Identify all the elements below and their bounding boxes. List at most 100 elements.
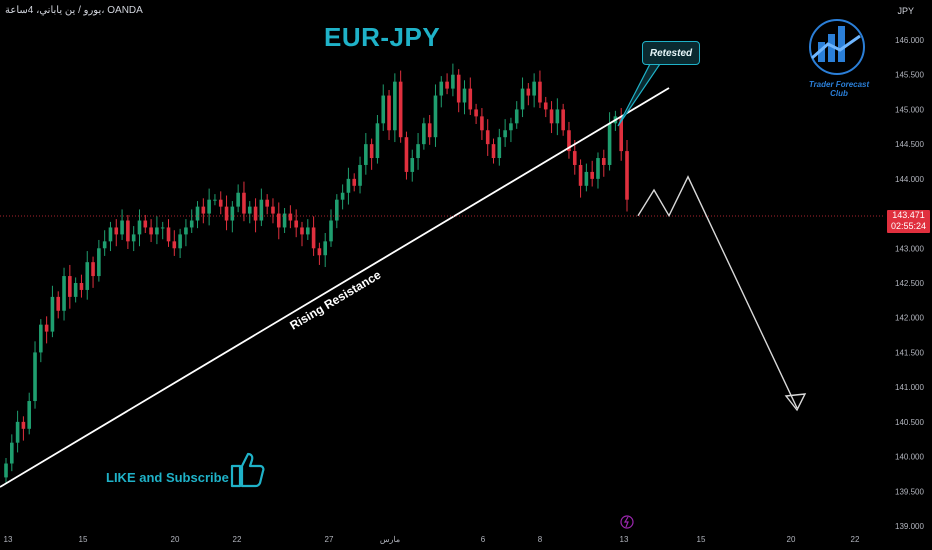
candle-body	[549, 109, 554, 124]
candle-body	[509, 123, 513, 131]
candle-body	[236, 192, 240, 207]
price-tick-label: 141.000	[895, 383, 924, 392]
candle-body	[543, 102, 548, 110]
time-tick-label: 20	[171, 535, 180, 544]
candle-body	[625, 151, 629, 200]
candle-body	[276, 213, 281, 228]
time-tick-label: مارس	[380, 535, 400, 544]
trendline-label: Rising Resistance	[287, 267, 383, 332]
retested-callout: Retested	[642, 41, 700, 65]
like-subscribe-text: LIKE and Subscribe	[106, 470, 229, 485]
time-tick-label: 13	[4, 535, 13, 544]
candle-body	[195, 206, 200, 221]
candle-body	[607, 123, 612, 165]
candle-body	[497, 137, 502, 159]
candle-body	[520, 88, 525, 110]
thumbs-up-icon	[230, 452, 265, 488]
candle-body	[56, 296, 61, 311]
candle-body	[456, 74, 461, 103]
candle-body	[491, 144, 496, 159]
time-tick-label: 27	[325, 535, 334, 544]
chart-title: EUR-JPY	[324, 22, 441, 52]
retested-pointer	[617, 63, 662, 127]
candle-body	[538, 81, 542, 103]
candle-body	[230, 206, 235, 221]
candle-body	[416, 144, 420, 159]
price-tick-label: 143.000	[895, 244, 924, 253]
candle-body	[445, 81, 449, 89]
time-tick-label: 15	[697, 535, 706, 544]
rising-resistance-trendline	[0, 87, 670, 488]
candle-body	[387, 95, 391, 131]
candle-body	[335, 199, 339, 221]
candle-body	[224, 206, 229, 221]
candle-body	[364, 144, 368, 165]
lightning-icon[interactable]	[620, 515, 634, 529]
candle-body	[189, 220, 194, 228]
candle-body	[79, 283, 84, 290]
time-axis: 13 15 20 22 27 مارس 6 8 13 15 20 22	[4, 535, 860, 544]
candle-body	[160, 227, 165, 229]
candle-body	[97, 248, 101, 277]
price-tick-label: 141.500	[895, 348, 924, 357]
candle-body	[439, 81, 444, 96]
candle-body	[572, 151, 577, 165]
candle-body	[433, 95, 438, 138]
candle-body	[242, 192, 246, 214]
last-price-tag: 143.471 02:55:24	[887, 210, 930, 233]
candle-body	[451, 74, 455, 89]
candle-body	[555, 109, 560, 124]
candle-body	[352, 178, 357, 186]
price-tick-label: 145.000	[895, 105, 924, 114]
price-tick-label: 142.500	[895, 279, 924, 288]
candle-body	[398, 81, 403, 138]
price-tick-label: 144.500	[895, 140, 924, 149]
candle-body	[201, 206, 206, 214]
candle-body	[184, 227, 188, 235]
candle-body	[265, 199, 269, 207]
candle-body	[346, 178, 351, 193]
time-tick-label: 6	[481, 535, 486, 544]
candle-body	[4, 463, 8, 478]
price-tick-label: 145.500	[895, 71, 924, 80]
last-price: 143.471	[892, 210, 925, 220]
time-tick-label: 22	[851, 535, 860, 544]
projection-arrowhead	[784, 393, 807, 412]
time-tick-label: 15	[79, 535, 88, 544]
candle-body	[305, 227, 310, 235]
price-tick-label: 144.000	[895, 175, 924, 184]
symbol-header: يورو / ين ياباني، 4ساعة، OANDA	[5, 5, 143, 16]
candle-body	[300, 227, 304, 235]
price-tick-label: 140.500	[895, 418, 924, 427]
candle-body	[422, 123, 426, 145]
candle-body	[584, 171, 589, 186]
candle-body	[282, 213, 287, 228]
candle-body	[590, 171, 594, 179]
candle-body	[596, 158, 600, 179]
candle-body	[358, 164, 362, 186]
candle-body	[480, 116, 484, 131]
candle-body	[340, 192, 345, 200]
candle-body	[532, 81, 536, 96]
time-tick-label: 22	[233, 535, 242, 544]
candle-body	[271, 206, 275, 214]
brand-name: Trader Forecast Club	[808, 80, 870, 98]
price-axis: 146.000145.500145.000144.500144.000143.5…	[895, 36, 924, 531]
candle-body	[178, 234, 182, 249]
candle-body	[561, 109, 565, 131]
candle-body	[468, 88, 473, 110]
candle-body	[619, 116, 623, 152]
candle-body	[137, 220, 142, 235]
time-tick-label: 20	[787, 535, 796, 544]
candle-body	[381, 95, 386, 124]
candle-body	[218, 199, 223, 207]
candle-body	[503, 130, 507, 138]
candle-body	[39, 324, 43, 353]
candle-body	[10, 442, 14, 464]
candle-body	[514, 109, 519, 124]
candle-body	[50, 296, 55, 332]
retested-label: Retested	[649, 47, 693, 59]
price-tick-label: 146.000	[895, 36, 924, 45]
candles-layer	[4, 63, 629, 483]
candle-body	[68, 276, 72, 297]
